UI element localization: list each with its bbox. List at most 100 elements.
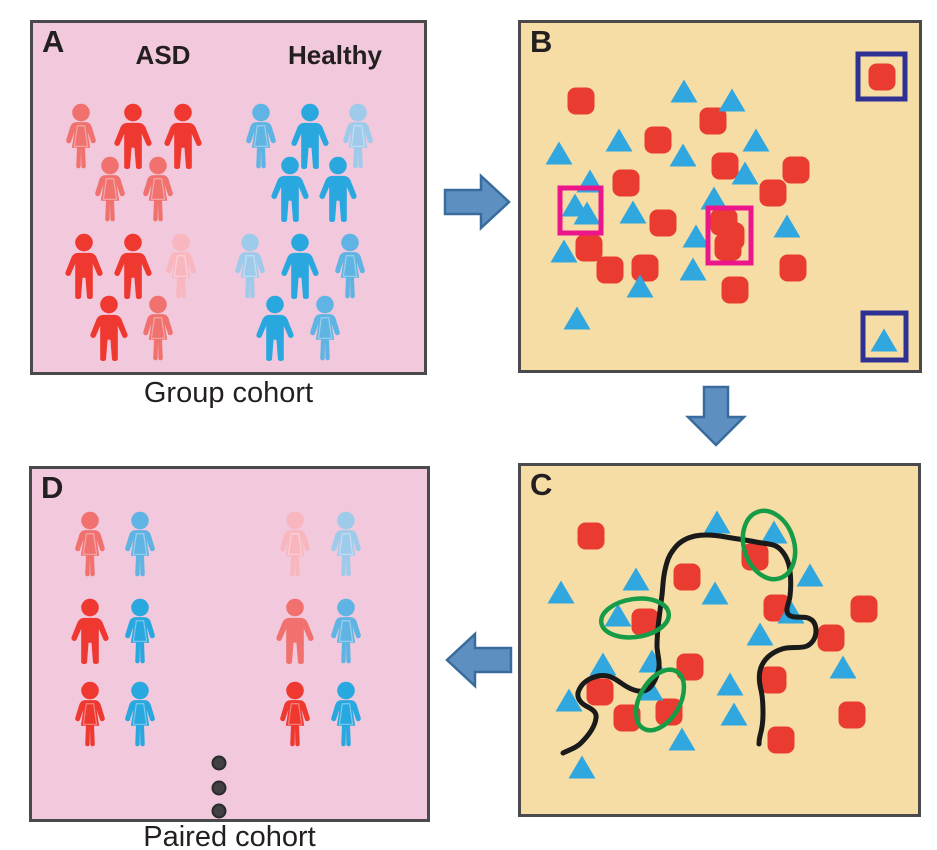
person-icon — [234, 233, 266, 299]
highlight-box-navy — [860, 310, 909, 363]
healthy-sample-triangle — [622, 567, 650, 591]
person-icon — [309, 295, 341, 361]
matched-pair-ellipse — [740, 508, 798, 582]
highlight-box-magenta — [557, 185, 604, 236]
person-icon — [74, 681, 106, 747]
person-icon — [165, 233, 197, 299]
person-icon — [245, 103, 277, 169]
healthy-sample-triangle — [716, 672, 744, 696]
healthy-sample-triangle — [742, 128, 770, 152]
person-icon — [94, 156, 126, 222]
block-arrow-left — [445, 631, 513, 689]
asd-sample-square — [631, 608, 659, 636]
healthy-sample-triangle — [619, 200, 647, 224]
panel-a-people-canvas — [65, 103, 374, 362]
healthy-sample-triangle — [563, 306, 591, 330]
asd-sample-square — [673, 563, 701, 591]
healthy-sample-triangle — [718, 88, 746, 112]
healthy-sample-triangle — [669, 143, 697, 167]
person-icon — [114, 103, 152, 170]
asd-sample-square — [567, 87, 595, 115]
person-icon — [342, 103, 374, 169]
asd-sample-square — [714, 233, 742, 261]
panel-b-feature-space: B — [518, 20, 922, 373]
paired-cohort-caption: Paired cohort — [143, 821, 316, 850]
highlight-box-navy — [855, 51, 908, 102]
healthy-sample-triangle — [555, 688, 583, 712]
healthy-sample-triangle — [746, 622, 774, 646]
asd-sample-square — [699, 107, 727, 135]
asd-sample-square — [779, 254, 807, 282]
matched-pair-ellipse — [633, 667, 687, 733]
healthy-sample-triangle — [701, 581, 729, 605]
asd-sample-square — [759, 666, 787, 694]
asd-group-title: ASD — [135, 40, 191, 70]
panel-c-matching: C — [518, 463, 921, 817]
asd-sample-square — [767, 726, 795, 754]
healthy-sample-triangle — [829, 655, 857, 679]
person-icon — [279, 681, 311, 747]
panel-a-group-cohort: A ASD Healthy — [30, 20, 427, 375]
healthy-sample-triangle — [547, 580, 575, 604]
person-icon — [142, 156, 174, 222]
asd-sample-square — [655, 698, 683, 726]
person-icon — [71, 598, 109, 665]
asd-sample-square — [612, 169, 640, 197]
healthy-sample-triangle — [720, 702, 748, 726]
asd-sample-square — [676, 653, 704, 681]
asd-sample-square — [575, 234, 603, 262]
person-icon — [319, 156, 357, 223]
healthy-sample-triangle — [731, 161, 759, 185]
asd-sample-square — [577, 522, 605, 550]
person-icon — [330, 681, 362, 747]
asd-sample-square — [817, 624, 845, 652]
healthy-sample-triangle — [703, 510, 731, 534]
healthy-sample-triangle — [604, 603, 632, 627]
healthy-sample-triangle — [796, 563, 824, 587]
person-icon — [90, 295, 128, 362]
ellipsis-dot — [211, 803, 227, 819]
panel-d-label: D — [41, 470, 64, 505]
healthy-sample-triangle — [573, 201, 601, 225]
arrow-left-icon — [445, 631, 513, 689]
asd-sample-square — [613, 704, 641, 732]
person-icon — [334, 233, 366, 299]
person-icon — [330, 598, 362, 664]
person-icon — [276, 598, 314, 665]
person-icon — [124, 598, 156, 664]
ellipsis-dot — [211, 780, 227, 796]
ellipsis-dot — [211, 755, 227, 771]
healthy-sample-triangle — [870, 328, 898, 352]
person-icon — [164, 103, 202, 170]
asd-sample-square — [631, 254, 659, 282]
asd-sample-square — [868, 63, 896, 91]
person-icon — [281, 233, 319, 300]
healthy-sample-triangle — [682, 224, 710, 248]
healthy-sample-triangle — [700, 186, 728, 210]
panel-c-scatter-canvas — [547, 508, 878, 779]
healthy-sample-triangle — [550, 239, 578, 263]
healthy-group-title: Healthy — [288, 40, 382, 70]
matched-pair-ellipse — [598, 596, 672, 640]
person-icon — [256, 295, 294, 362]
healthy-sample-triangle — [773, 214, 801, 238]
person-icon — [279, 511, 311, 577]
panel-a-label: A — [42, 24, 65, 59]
panel-d-paired-cohort: D — [29, 466, 430, 822]
asd-sample-square — [586, 678, 614, 706]
asd-sample-square — [711, 152, 739, 180]
healthy-sample-triangle — [589, 652, 617, 676]
healthy-sample-triangle — [679, 257, 707, 281]
highlight-box-magenta — [705, 205, 754, 266]
healthy-sample-triangle — [605, 128, 633, 152]
person-icon — [114, 233, 152, 300]
healthy-sample-triangle — [545, 141, 573, 165]
asd-sample-square — [850, 595, 878, 623]
decision-boundary-curve — [560, 532, 819, 756]
asd-sample-square — [759, 179, 787, 207]
person-icon — [124, 681, 156, 747]
person-icon — [291, 103, 329, 170]
asd-sample-square — [721, 276, 749, 304]
block-arrow-right — [443, 173, 511, 231]
